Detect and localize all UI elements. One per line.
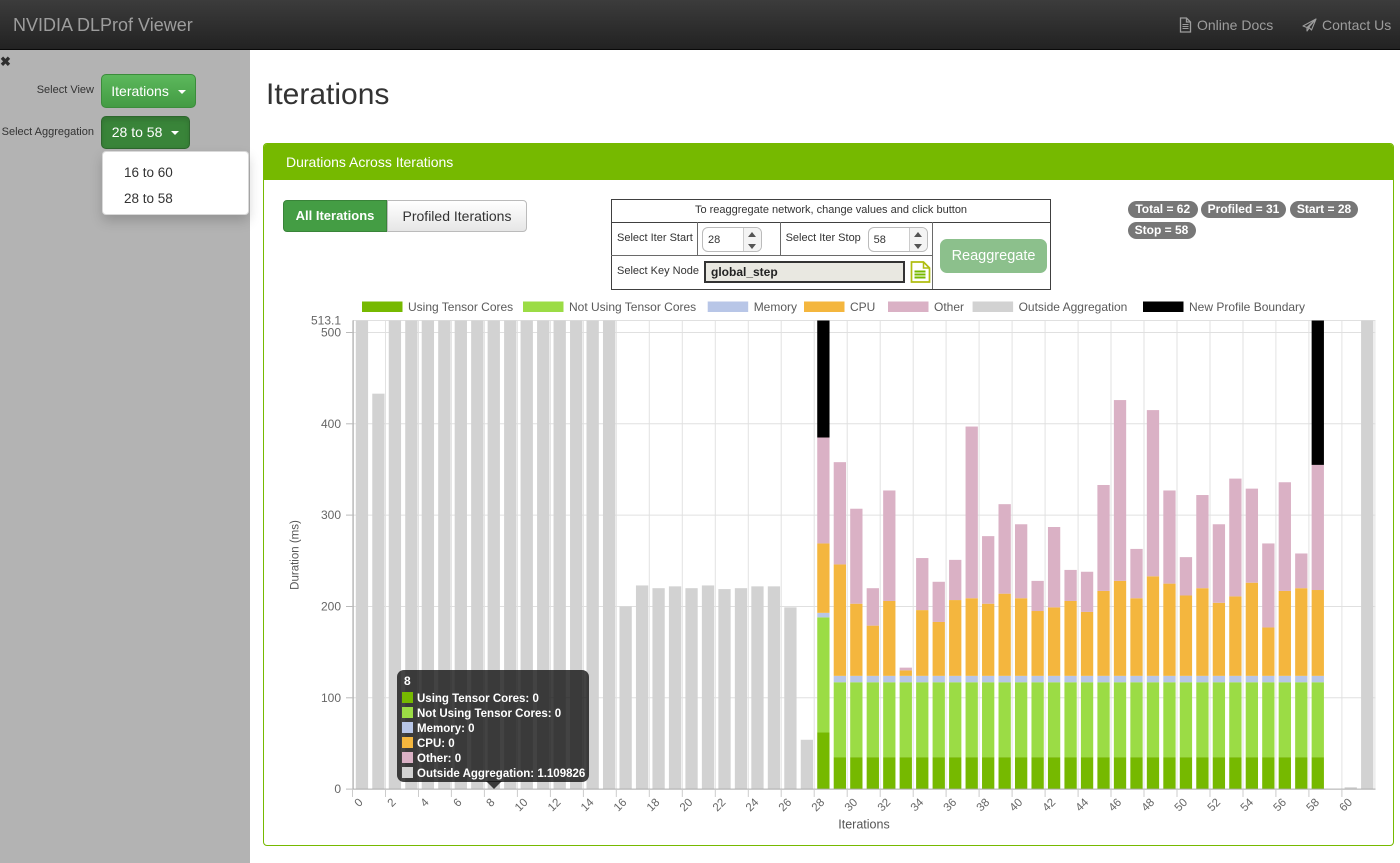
svg-text:300: 300 — [321, 508, 341, 522]
svg-text:200: 200 — [321, 600, 341, 614]
svg-text:10: 10 — [513, 797, 531, 815]
svg-text:24: 24 — [744, 796, 762, 814]
svg-text:28: 28 — [810, 797, 828, 815]
svg-text:8: 8 — [485, 797, 498, 810]
svg-text:500: 500 — [321, 326, 341, 340]
svg-text:50: 50 — [1173, 797, 1191, 815]
svg-text:New Profile Boundary: New Profile Boundary — [1189, 300, 1305, 314]
svg-text:18: 18 — [645, 797, 663, 815]
svg-text:46: 46 — [1107, 797, 1125, 815]
svg-text:2: 2 — [386, 797, 399, 810]
svg-text:14: 14 — [579, 796, 597, 814]
svg-text:22: 22 — [711, 797, 729, 815]
svg-text:400: 400 — [321, 417, 341, 431]
svg-text:20: 20 — [678, 797, 696, 815]
svg-text:44: 44 — [1074, 796, 1092, 814]
svg-text:58: 58 — [1304, 797, 1322, 815]
svg-text:36: 36 — [942, 797, 960, 815]
svg-text:12: 12 — [546, 797, 564, 815]
svg-text:54: 54 — [1239, 796, 1257, 814]
svg-text:Other: Other — [934, 300, 964, 314]
svg-text:0: 0 — [353, 797, 366, 810]
svg-text:513.1: 513.1 — [311, 314, 341, 328]
svg-text:16: 16 — [612, 797, 630, 815]
svg-text:Duration (ms): Duration (ms) — [290, 520, 302, 590]
svg-text:34: 34 — [909, 796, 927, 814]
svg-text:0: 0 — [334, 782, 341, 796]
svg-text:Iterations: Iterations — [838, 818, 889, 832]
svg-text:32: 32 — [876, 797, 894, 815]
svg-text:30: 30 — [843, 797, 861, 815]
svg-text:56: 56 — [1271, 797, 1289, 815]
svg-text:Memory: Memory — [754, 300, 797, 314]
svg-text:26: 26 — [777, 797, 795, 815]
svg-text:Not Using Tensor Cores: Not Using Tensor Cores — [569, 300, 696, 314]
svg-text:42: 42 — [1041, 797, 1059, 815]
svg-text:38: 38 — [975, 797, 993, 815]
svg-text:Using Tensor Cores: Using Tensor Cores — [408, 300, 513, 314]
svg-text:6: 6 — [452, 797, 465, 810]
svg-text:4: 4 — [419, 796, 432, 809]
svg-text:100: 100 — [321, 691, 341, 705]
svg-text:CPU: CPU — [850, 300, 875, 314]
svg-text:40: 40 — [1008, 797, 1026, 815]
svg-text:48: 48 — [1140, 797, 1158, 815]
svg-text:60: 60 — [1337, 797, 1355, 815]
svg-text:52: 52 — [1206, 797, 1224, 815]
svg-text:Outside Aggregation: Outside Aggregation — [1019, 300, 1128, 314]
